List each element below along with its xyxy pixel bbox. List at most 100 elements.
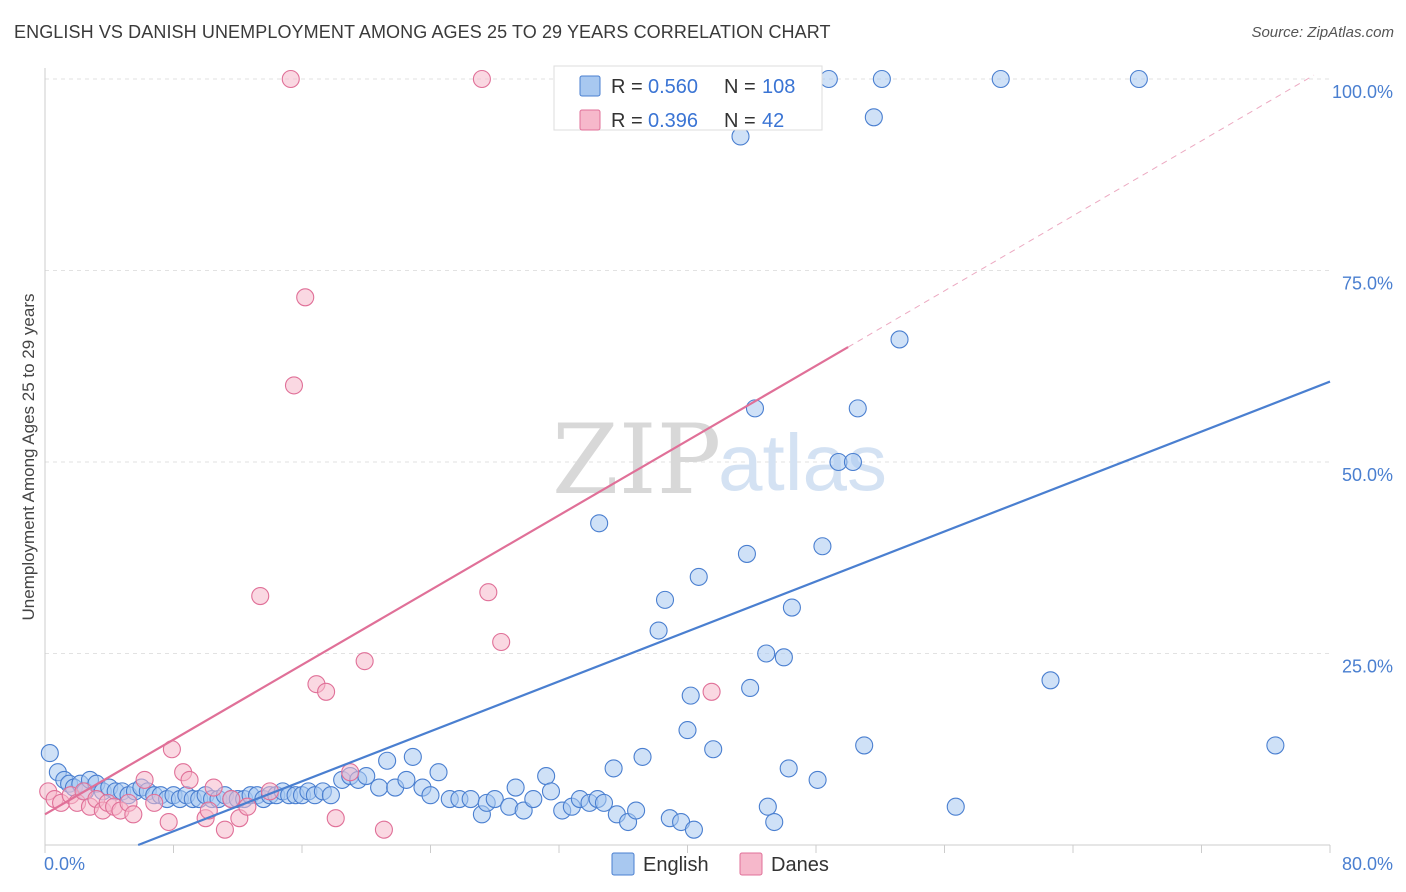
danes-legend-swatch [579, 109, 601, 131]
english-point-103 [819, 69, 838, 89]
english-point-0 [40, 744, 59, 763]
axes [44, 68, 1331, 853]
trendlines [44, 74, 1331, 847]
english-point-68 [541, 782, 561, 801]
english-point-62 [485, 789, 504, 809]
danes-point-14 [135, 770, 154, 789]
danes-point-38 [472, 69, 491, 89]
english-point-93 [741, 678, 760, 698]
english-point-105 [843, 452, 862, 472]
danes-point-13 [124, 805, 143, 824]
english-point-102 [813, 537, 832, 556]
danes-point-15 [145, 793, 164, 812]
english-point-86 [681, 686, 700, 705]
english-point-85 [678, 721, 697, 740]
english-point-100 [782, 598, 801, 617]
english-point-107 [855, 736, 874, 755]
english-legend-label: English [643, 854, 709, 876]
english-point-111 [946, 797, 965, 816]
danes-point-40 [492, 632, 511, 652]
english-point-49 [370, 778, 389, 797]
y-axis-label: Unemployment Among Ages 25 to 29 years [19, 294, 38, 621]
english-point-50 [378, 751, 397, 770]
y-tick-label-0: 25.0% [1342, 657, 1393, 677]
english-point-106 [848, 399, 867, 418]
english-r-value: 0.560 [648, 76, 698, 98]
english-point-55 [421, 786, 440, 805]
english-point-79 [627, 801, 646, 820]
english-n-label: N = [724, 76, 756, 98]
english-point-80 [633, 747, 652, 766]
english-point-108 [864, 108, 883, 127]
english-point-87 [684, 820, 703, 839]
danes-point-17 [159, 812, 178, 832]
danes-point-24 [222, 789, 241, 809]
danes-point-22 [204, 778, 223, 797]
english-point-99 [779, 759, 798, 778]
english-point-81 [649, 621, 668, 640]
legend-series: English Danes [611, 852, 829, 876]
danes-point-35 [341, 763, 360, 782]
english-point-53 [403, 747, 422, 766]
danes-point-29 [281, 69, 300, 89]
english-legend-box [611, 852, 635, 876]
danes-legend-label: Danes [771, 854, 829, 876]
danes-r-value: 0.396 [648, 110, 698, 132]
english-point-112 [991, 69, 1010, 89]
english-point-110 [890, 330, 909, 349]
danes-point-34 [326, 809, 345, 828]
english-point-67 [537, 767, 556, 786]
english-point-115 [1266, 736, 1285, 755]
english-point-76 [604, 759, 623, 778]
english-point-109 [872, 69, 891, 89]
english-trendline [137, 380, 1331, 847]
english-point-75 [590, 514, 609, 533]
danes-point-31 [296, 288, 315, 307]
x-tick-label-0: 0.0% [44, 854, 85, 874]
english-point-64 [506, 778, 525, 797]
danes-point-19 [180, 770, 199, 789]
danes-point-37 [374, 820, 393, 839]
english-point-44 [321, 786, 340, 805]
x-tick-labels: 0.0% 80.0% [44, 854, 1393, 874]
english-n-value: 108 [762, 76, 795, 98]
english-point-74 [594, 793, 614, 812]
danes-legend-box [739, 852, 763, 876]
danes-n-value: 42 [762, 110, 784, 132]
y-tick-label-1: 50.0% [1342, 465, 1393, 485]
danes-point-30 [284, 376, 304, 395]
english-point-113 [1041, 671, 1060, 690]
english-point-92 [737, 544, 756, 563]
chart-title: ENGLISH VS DANISH UNEMPLOYMENT AMONG AGE… [14, 22, 831, 42]
english-point-59 [461, 789, 480, 809]
danes-r-label: R = [611, 110, 643, 132]
english-legend-swatch [579, 75, 601, 97]
english-point-95 [757, 644, 776, 663]
source-label: Source: ZipAtlas.com [1251, 24, 1394, 41]
x-tick-label-1: 80.0% [1342, 854, 1393, 874]
english-point-114 [1129, 69, 1148, 89]
danes-point-39 [479, 583, 498, 602]
english-point-98 [774, 648, 793, 667]
danes-trendline-extension [847, 74, 1315, 348]
danes-point-33 [317, 682, 336, 701]
y-tick-labels: 25.0% 50.0% 75.0% 100.0% [1332, 82, 1393, 677]
english-point-89 [704, 740, 723, 759]
y-tick-label-2: 75.0% [1342, 274, 1393, 294]
english-r-label: R = [611, 76, 643, 98]
legend-stats: R = 0.560 N = 108 R = 0.396 N = 42 [553, 65, 823, 132]
y-tick-label-3: 100.0% [1332, 82, 1393, 102]
english-point-56 [429, 763, 448, 782]
danes-trendline [44, 346, 849, 816]
english-point-88 [689, 567, 708, 586]
english-point-97 [765, 812, 784, 832]
gridlines [45, 78, 1330, 654]
english-point-52 [397, 770, 416, 789]
danes-point-36 [355, 652, 374, 671]
english-point-96 [758, 797, 777, 816]
danes-n-label: N = [724, 110, 756, 132]
danes-point-23 [215, 820, 234, 839]
english-point-82 [655, 590, 675, 609]
english-point-101 [808, 770, 827, 789]
